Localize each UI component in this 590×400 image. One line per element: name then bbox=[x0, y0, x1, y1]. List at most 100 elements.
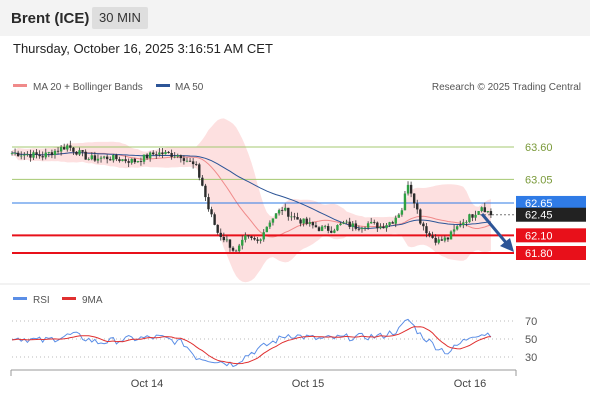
x-tick-label: Oct 15 bbox=[292, 378, 324, 390]
price-label-box bbox=[516, 228, 586, 243]
forecast-arrow-head bbox=[500, 238, 514, 252]
candle bbox=[462, 222, 465, 226]
candle bbox=[198, 164, 201, 178]
candle bbox=[348, 221, 351, 227]
candle bbox=[431, 235, 434, 238]
candle bbox=[265, 226, 269, 233]
candle bbox=[176, 155, 179, 157]
candle bbox=[121, 159, 124, 162]
candle bbox=[419, 209, 422, 224]
price-label: 62.65 bbox=[525, 198, 553, 210]
candle bbox=[112, 154, 115, 161]
rsi-level-label: 70 bbox=[525, 316, 537, 328]
candle bbox=[480, 207, 483, 212]
candle bbox=[308, 222, 311, 224]
candle bbox=[302, 218, 305, 224]
candle bbox=[351, 223, 354, 227]
candle bbox=[20, 155, 23, 157]
candle bbox=[327, 226, 330, 231]
candle bbox=[452, 229, 456, 232]
candle bbox=[41, 156, 44, 158]
candle bbox=[465, 222, 468, 223]
candle bbox=[155, 154, 158, 156]
candle bbox=[185, 160, 189, 162]
candle bbox=[234, 250, 238, 252]
candle bbox=[10, 152, 14, 154]
candle bbox=[290, 216, 293, 218]
legend-bollinger-swatch bbox=[13, 84, 27, 87]
candle bbox=[69, 145, 72, 148]
candle bbox=[385, 225, 388, 229]
candle bbox=[449, 231, 453, 240]
candle bbox=[354, 223, 358, 229]
candle bbox=[317, 227, 321, 231]
candle bbox=[130, 158, 133, 163]
chart-header: Brent (ICE) 30 MIN bbox=[0, 0, 590, 36]
candle bbox=[118, 159, 121, 162]
candle bbox=[44, 152, 47, 158]
candle bbox=[397, 214, 401, 218]
candle bbox=[136, 161, 140, 163]
candle bbox=[311, 222, 315, 226]
candle bbox=[32, 152, 35, 158]
price-label-box bbox=[516, 207, 586, 222]
rsi-ma-line bbox=[11, 326, 491, 365]
x-tick-label: Oct 14 bbox=[131, 378, 163, 390]
candle bbox=[382, 226, 385, 229]
candle bbox=[29, 154, 32, 158]
candle bbox=[440, 239, 443, 241]
candle bbox=[23, 154, 26, 156]
candle bbox=[250, 236, 253, 239]
candle bbox=[219, 232, 222, 238]
candle bbox=[477, 211, 480, 215]
candle bbox=[428, 233, 431, 236]
candle bbox=[152, 152, 155, 155]
candle bbox=[434, 237, 437, 243]
legend-bollinger-label: MA 20 + Bollinger Bands bbox=[33, 82, 143, 93]
candle bbox=[320, 226, 324, 231]
candle bbox=[164, 151, 167, 155]
legend-rsi-label: RSI bbox=[33, 295, 50, 306]
candle bbox=[228, 239, 232, 248]
instrument-title: Brent (ICE) bbox=[11, 10, 90, 27]
candle bbox=[201, 177, 204, 186]
candle bbox=[53, 150, 57, 156]
credit-text: Research © 2025 Trading Central bbox=[432, 82, 581, 93]
candle bbox=[409, 184, 413, 194]
candle bbox=[416, 203, 419, 210]
candle bbox=[391, 222, 394, 224]
candle bbox=[296, 217, 299, 220]
candle bbox=[437, 239, 440, 243]
candle bbox=[345, 221, 348, 223]
candle bbox=[99, 157, 103, 159]
candle bbox=[339, 223, 342, 226]
timeframe-badge[interactable]: 30 MIN bbox=[92, 7, 148, 29]
candle bbox=[142, 154, 146, 162]
candle bbox=[333, 230, 336, 233]
candle bbox=[87, 159, 90, 160]
price-label: 61.80 bbox=[525, 248, 553, 260]
candle bbox=[115, 154, 118, 160]
candle bbox=[81, 150, 84, 152]
candle bbox=[16, 152, 20, 157]
candle bbox=[13, 152, 17, 154]
candle bbox=[489, 211, 493, 216]
price-label-box bbox=[516, 246, 586, 260]
legend-rsi-swatch bbox=[13, 297, 27, 300]
candle bbox=[262, 232, 265, 240]
candle bbox=[161, 152, 164, 155]
candle bbox=[105, 156, 109, 160]
rsi-line bbox=[11, 318, 492, 368]
candle bbox=[305, 218, 308, 224]
candle bbox=[75, 151, 78, 155]
legend-ma50-swatch bbox=[156, 84, 170, 87]
candle bbox=[366, 223, 370, 228]
candle bbox=[373, 221, 376, 223]
candle bbox=[188, 160, 192, 162]
price-label: 63.60 bbox=[525, 142, 553, 154]
candle bbox=[26, 154, 29, 156]
candle bbox=[102, 156, 106, 158]
legend-rsi-ma-swatch bbox=[62, 297, 76, 300]
candle bbox=[93, 155, 97, 161]
